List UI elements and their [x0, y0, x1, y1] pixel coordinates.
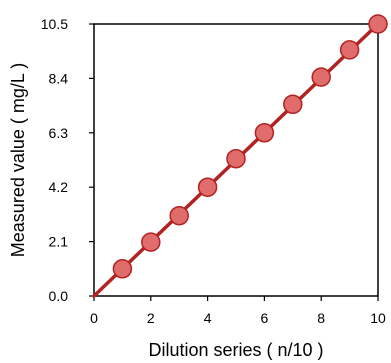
- y-axis-ticks: 0.0 2.1 4.2 6.3 8.4 10.5: [41, 16, 94, 304]
- y-tick-label: 2.1: [49, 234, 69, 250]
- data-point: [197, 177, 218, 197]
- data-points: [112, 14, 388, 279]
- y-axis-title: Measured value ( mg/L ): [8, 63, 28, 257]
- x-tick-label: 2: [147, 310, 155, 326]
- data-point: [339, 40, 360, 60]
- data-point: [311, 67, 331, 87]
- x-axis-ticks: 0 2 4 6 8 10: [90, 296, 386, 326]
- data-point: [112, 259, 133, 279]
- x-tick-label: 0: [90, 310, 98, 326]
- data-point: [169, 205, 189, 226]
- y-tick-label: 6.3: [49, 125, 69, 141]
- x-tick-label: 8: [317, 310, 325, 326]
- data-point: [283, 94, 303, 115]
- y-tick-label: 4.2: [49, 179, 69, 195]
- x-tick-label: 10: [370, 310, 386, 326]
- x-tick-label: 6: [261, 310, 269, 326]
- y-tick-label: 10.5: [41, 16, 68, 32]
- data-point: [226, 148, 246, 169]
- data-point: [368, 14, 388, 34]
- x-axis-title: Dilution series ( n/10 ): [148, 340, 323, 360]
- data-point: [141, 232, 161, 252]
- data-point: [254, 123, 275, 143]
- x-tick-label: 4: [204, 310, 212, 326]
- y-tick-label: 8.4: [49, 70, 69, 86]
- y-tick-label: 0.0: [49, 288, 69, 304]
